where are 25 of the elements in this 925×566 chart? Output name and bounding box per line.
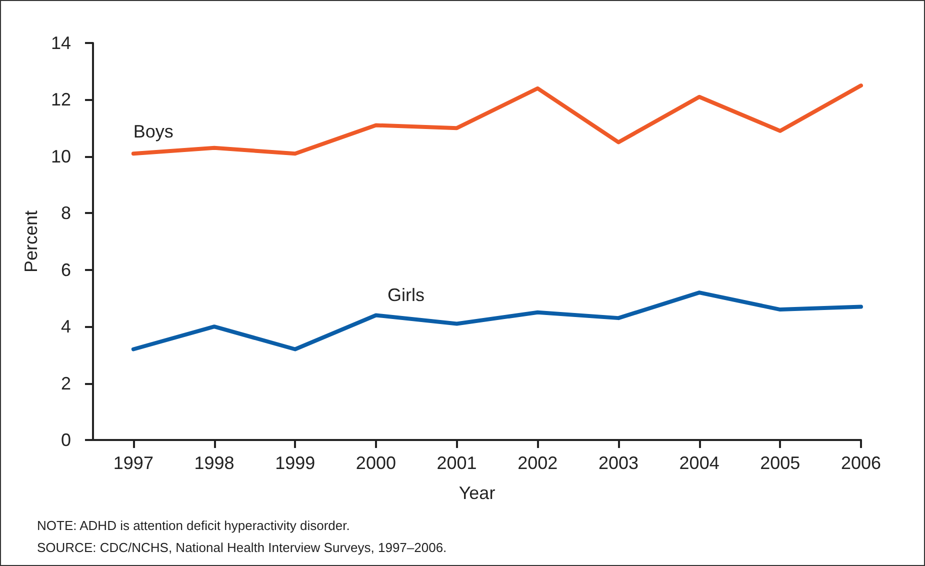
y-tick-label: 6: [60, 260, 71, 280]
series-label: Boys: [133, 122, 174, 142]
x-tick-label: 2005: [760, 453, 800, 473]
y-tick-label: 4: [60, 316, 71, 337]
source-note: SOURCE: CDC/NCHS, National Health Interview Surveys, 1997–2006.: [37, 540, 447, 555]
x-tick-label: 1999: [275, 453, 316, 473]
x-tick-label: 2002: [518, 453, 558, 473]
x-axis-title: Year: [458, 483, 496, 503]
y-axis-title: Percent: [21, 210, 42, 273]
x-tick-label: 2004: [679, 453, 720, 473]
text: NOTE: ADHD is attention deficit hyperactivity disorder.: [37, 518, 350, 533]
x-tick-label: 1998: [194, 453, 234, 473]
y-tick-label: 0: [60, 430, 71, 450]
y-tick-label: 8: [60, 203, 71, 224]
series-label: Girls: [387, 285, 424, 306]
x-tick-label: 1997: [113, 453, 154, 473]
x-tick-label: 2006: [840, 453, 882, 473]
line-series: [131, 84, 863, 156]
y-tick-label: 14: [50, 33, 71, 53]
y-tick-label: 10: [50, 146, 71, 166]
x-tick-label: 2003: [598, 453, 638, 473]
x-tick-label: 2000: [356, 453, 396, 473]
y-tick-label: 2: [60, 373, 71, 394]
x-tick-label: 2001: [436, 453, 477, 473]
y-tick-label: 12: [50, 90, 71, 110]
